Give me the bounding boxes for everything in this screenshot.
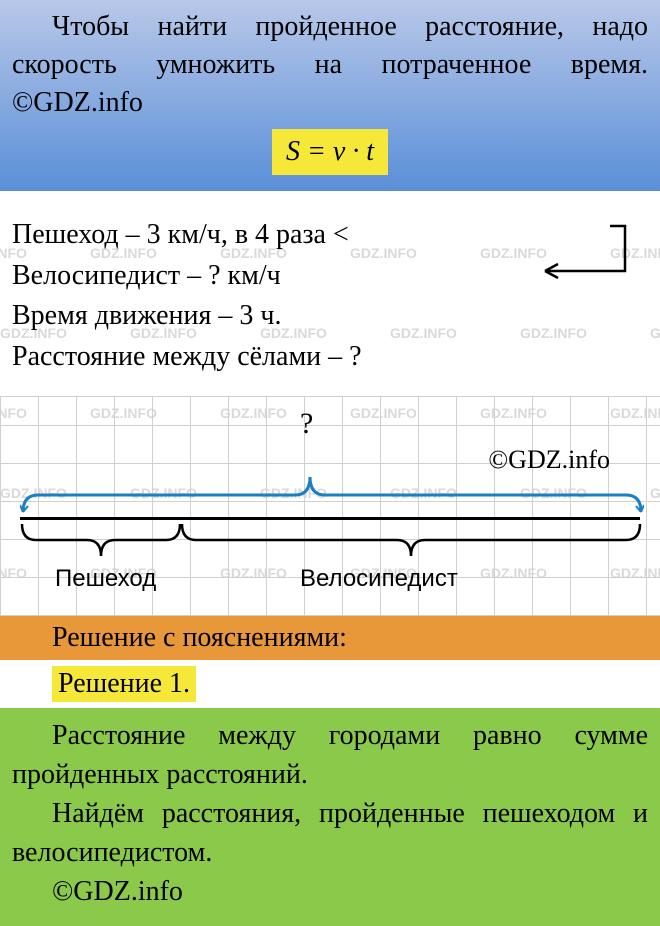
rule-text: Чтобы найти пройденное расстояние, надо … (12, 8, 648, 121)
solution-header: Решение с пояснениями: (0, 616, 660, 660)
solution-copyright: ©GDZ.info (12, 872, 648, 911)
solution-para-2: Найдём расстояния, пройденные пешеходом … (12, 794, 648, 872)
number-line (20, 517, 640, 520)
solution-label-row: Решение 1. (0, 660, 660, 708)
bracket-arrow-icon (540, 221, 630, 311)
diagram-question-mark: ? (300, 407, 313, 441)
solution-para-1: Расстояние между городами равно сумме пр… (12, 716, 648, 794)
problem-statement: Пешеход – 3 км/ч, в 4 раза < Велосипедис… (0, 191, 660, 395)
bottom-brace-right-icon (180, 522, 642, 564)
top-brace-icon (20, 467, 644, 517)
label-cyclist: Велосипедист (300, 565, 458, 593)
rule-box: Чтобы найти пройденное расстояние, надо … (0, 0, 660, 191)
solution-header-text: Решение с пояснениями: (12, 622, 347, 654)
bottom-brace-left-icon (20, 522, 182, 564)
formula: S = v · t (272, 129, 388, 175)
formula-row: S = v · t (12, 129, 648, 175)
label-pedestrian: Пешеход (55, 565, 156, 593)
solution-body: Расстояние между городами равно сумме пр… (0, 708, 660, 926)
problem-line-4: Расстояние между сёлами – ? (12, 337, 648, 378)
diagram: ? ©GDZ.info Пешеход Велосипедист (0, 396, 660, 616)
solution-label: Решение 1. (52, 666, 196, 702)
